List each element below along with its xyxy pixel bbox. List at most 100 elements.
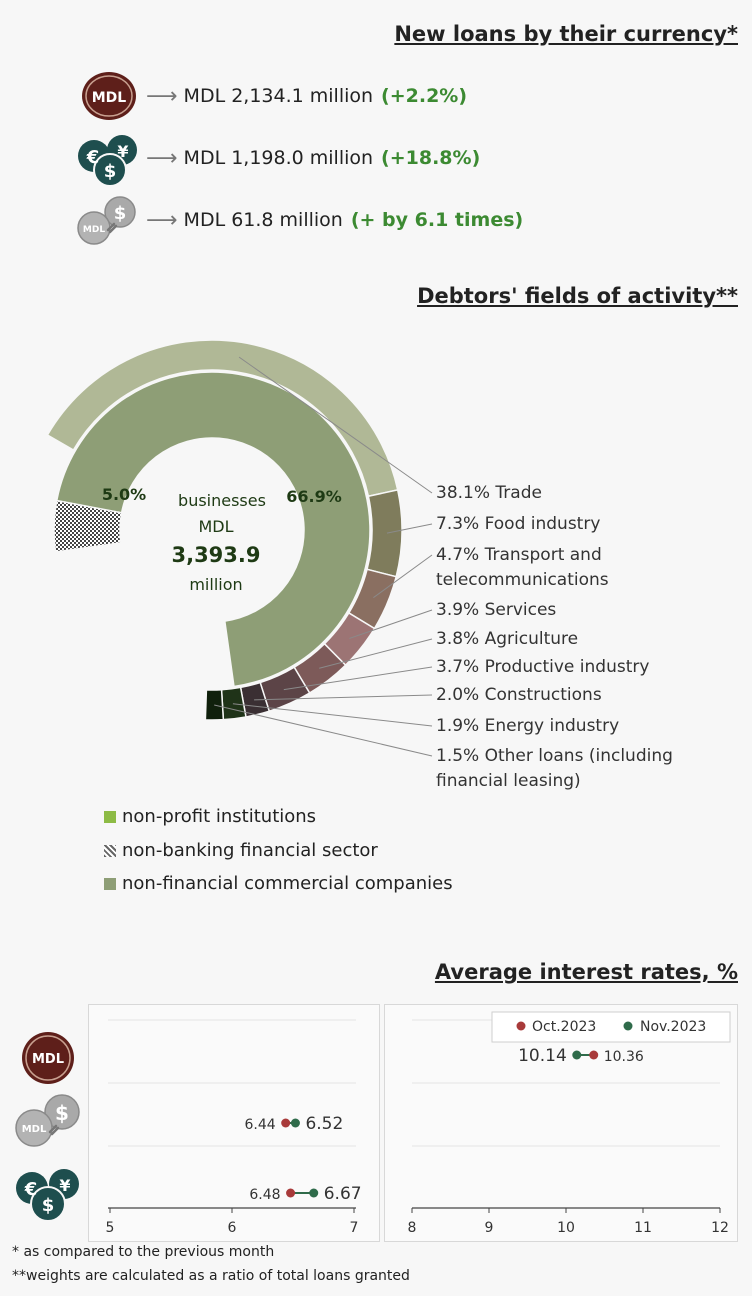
center-line-2: MDL [198, 517, 233, 536]
arrow-icon: ⟶ [146, 83, 178, 109]
inner-label-nonbank: 5.0% [102, 485, 146, 504]
rate-value-label: 6.44 [245, 1117, 276, 1133]
leader-line [283, 666, 433, 691]
sector-label: 3.7% Productive industry [436, 657, 649, 677]
svg-text:$: $ [104, 161, 117, 182]
outer-ring [46, 340, 403, 721]
mdl-linked-text: MDL [83, 225, 105, 235]
sector-label: 38.1% Trade [436, 483, 542, 503]
sector-label: 4.7% Transport and telecommunications [436, 545, 609, 590]
rate-points: 6.44 6.52 6.48 6.67 10.14 10.36 [245, 1046, 644, 1204]
currency-change: (+18.8%) [381, 147, 481, 169]
leader-line [319, 638, 433, 669]
legend-nov: Nov.2023 [640, 1019, 706, 1035]
legend-item: non-profit institutions [104, 806, 316, 827]
tick-label: 8 [408, 1220, 417, 1236]
activity-header: Debtors' fields of activity** [417, 284, 738, 308]
leader-lines [214, 356, 433, 757]
mdl-coin-icon: MDL [72, 66, 144, 126]
tick-label: 12 [711, 1220, 729, 1236]
leader-line [349, 609, 433, 639]
rates-panel-left [88, 1004, 380, 1242]
center-line-1: businesses [178, 491, 266, 510]
mdl-dollar-linked-coins-icon: $ MDL [72, 190, 144, 250]
tick-label: 9 [485, 1220, 494, 1236]
outer-slice [366, 489, 403, 578]
leader-line [232, 703, 433, 727]
legend-label: non-profit institutions [122, 806, 317, 827]
sector-label: 2.0% Constructions [436, 685, 602, 705]
legend-oct: Oct.2023 [532, 1019, 596, 1035]
mdl-dollar-linked-coins-icon: $ MDL [10, 1090, 86, 1152]
inner-label-nonfin: 66.9% [286, 487, 342, 506]
rate-value-label: 6.67 [324, 1184, 362, 1204]
mdl-coin-text: MDL [92, 90, 127, 106]
footnote-1: * as compared to the previous month [12, 1244, 275, 1260]
legend-dot-nov [623, 1021, 633, 1031]
tick-label: 6 [228, 1220, 237, 1236]
currency-change: (+ by 6.1 times) [350, 209, 524, 231]
point-oct [589, 1050, 599, 1060]
legend-item: non-banking financial sector [104, 840, 378, 861]
legend-swatch-nonprofit [104, 810, 116, 823]
rate-value-label: 6.52 [305, 1114, 343, 1134]
rate-value-label: 10.36 [604, 1049, 644, 1065]
center-value: 3,393.9 [171, 543, 260, 567]
currency-row-linked: $ MDL ⟶ MDL 61.8 million (+ by 6.1 times… [72, 190, 523, 250]
leader-line [238, 356, 433, 494]
sector-label: 7.3% Food industry [436, 514, 600, 534]
inner-slice-nonfin [55, 371, 371, 688]
legend-swatch-nonfin [104, 877, 116, 890]
currency-row-foreign: € ¥ $ ⟶ MDL 1,198.0 million (+18.8%) [72, 128, 480, 188]
svg-text:€: € [24, 1179, 38, 1200]
svg-text:$: $ [114, 203, 127, 224]
point-nov [572, 1050, 582, 1060]
svg-text:¥: ¥ [59, 1176, 70, 1195]
mdl-coin-icon: MDL [20, 1030, 76, 1086]
sector-label: 3.9% Services [436, 600, 556, 620]
mdl-linked-text: MDL [22, 1124, 47, 1135]
tick-label: 7 [350, 1220, 359, 1236]
svg-text:$: $ [55, 1101, 69, 1125]
svg-text:€: € [86, 147, 100, 168]
arrow-icon: ⟶ [146, 145, 178, 171]
point-oct [281, 1118, 291, 1128]
point-nov [309, 1188, 319, 1198]
interest-rates-chart: 5 6 7 8 9 10 11 12 6.44 6.52 6.48 6.67 10.14 10.36 O… [106, 1011, 731, 1236]
legend-swatch-nonbank [104, 844, 116, 857]
rate-value-label: 6.48 [249, 1187, 280, 1203]
svg-text:¥: ¥ [117, 142, 128, 161]
sector-donut-chart: 38.1% Trade 7.3% Food industry 4.7% Transp… [46, 340, 673, 791]
point-oct [286, 1188, 296, 1198]
tick-label: 5 [106, 1220, 115, 1236]
leader-line [373, 554, 433, 599]
currency-amount: MDL 61.8 million [183, 209, 343, 231]
legend-label: non-banking financial sector [122, 840, 378, 861]
leader-line [254, 694, 433, 701]
tick-label: 11 [634, 1220, 652, 1236]
currency-amount: MDL 1,198.0 million [183, 147, 374, 169]
rates-legend-box [491, 1011, 731, 1043]
sector-label: 1.5% Other loans (including financial lea… [436, 746, 673, 791]
outer-labels: 38.1% Trade 7.3% Food industry 4.7% Transp… [436, 483, 673, 791]
mdl-coin-text: MDL [32, 1052, 64, 1067]
legend-dot-oct [516, 1021, 526, 1031]
leader-line [214, 704, 433, 757]
rate-value-label: 10.14 [518, 1046, 567, 1066]
legend-label: non-financial commercial companies [122, 873, 453, 894]
tick-label: 10 [557, 1220, 575, 1236]
svg-text:$: $ [42, 1195, 55, 1216]
legend-item: non-financial commercial companies [104, 873, 453, 894]
footnote-2: **weights are calculated as a ratio of t… [12, 1268, 410, 1284]
rates-panel-right [384, 1004, 738, 1242]
point-nov [290, 1118, 300, 1128]
leader-line [386, 523, 433, 534]
sector-label: 1.9% Energy industry [436, 716, 619, 736]
center-line-4: million [189, 575, 242, 594]
axis-ticks: 5 6 7 8 9 10 11 12 [106, 1208, 729, 1236]
arrow-icon: ⟶ [146, 207, 178, 233]
currency-header: New loans by their currency* [394, 22, 738, 46]
euro-dollar-yen-coins-icon: € ¥ $ [12, 1164, 86, 1224]
currency-amount: MDL 2,134.1 million [183, 85, 374, 107]
sector-label: 3.8% Agriculture [436, 629, 578, 649]
